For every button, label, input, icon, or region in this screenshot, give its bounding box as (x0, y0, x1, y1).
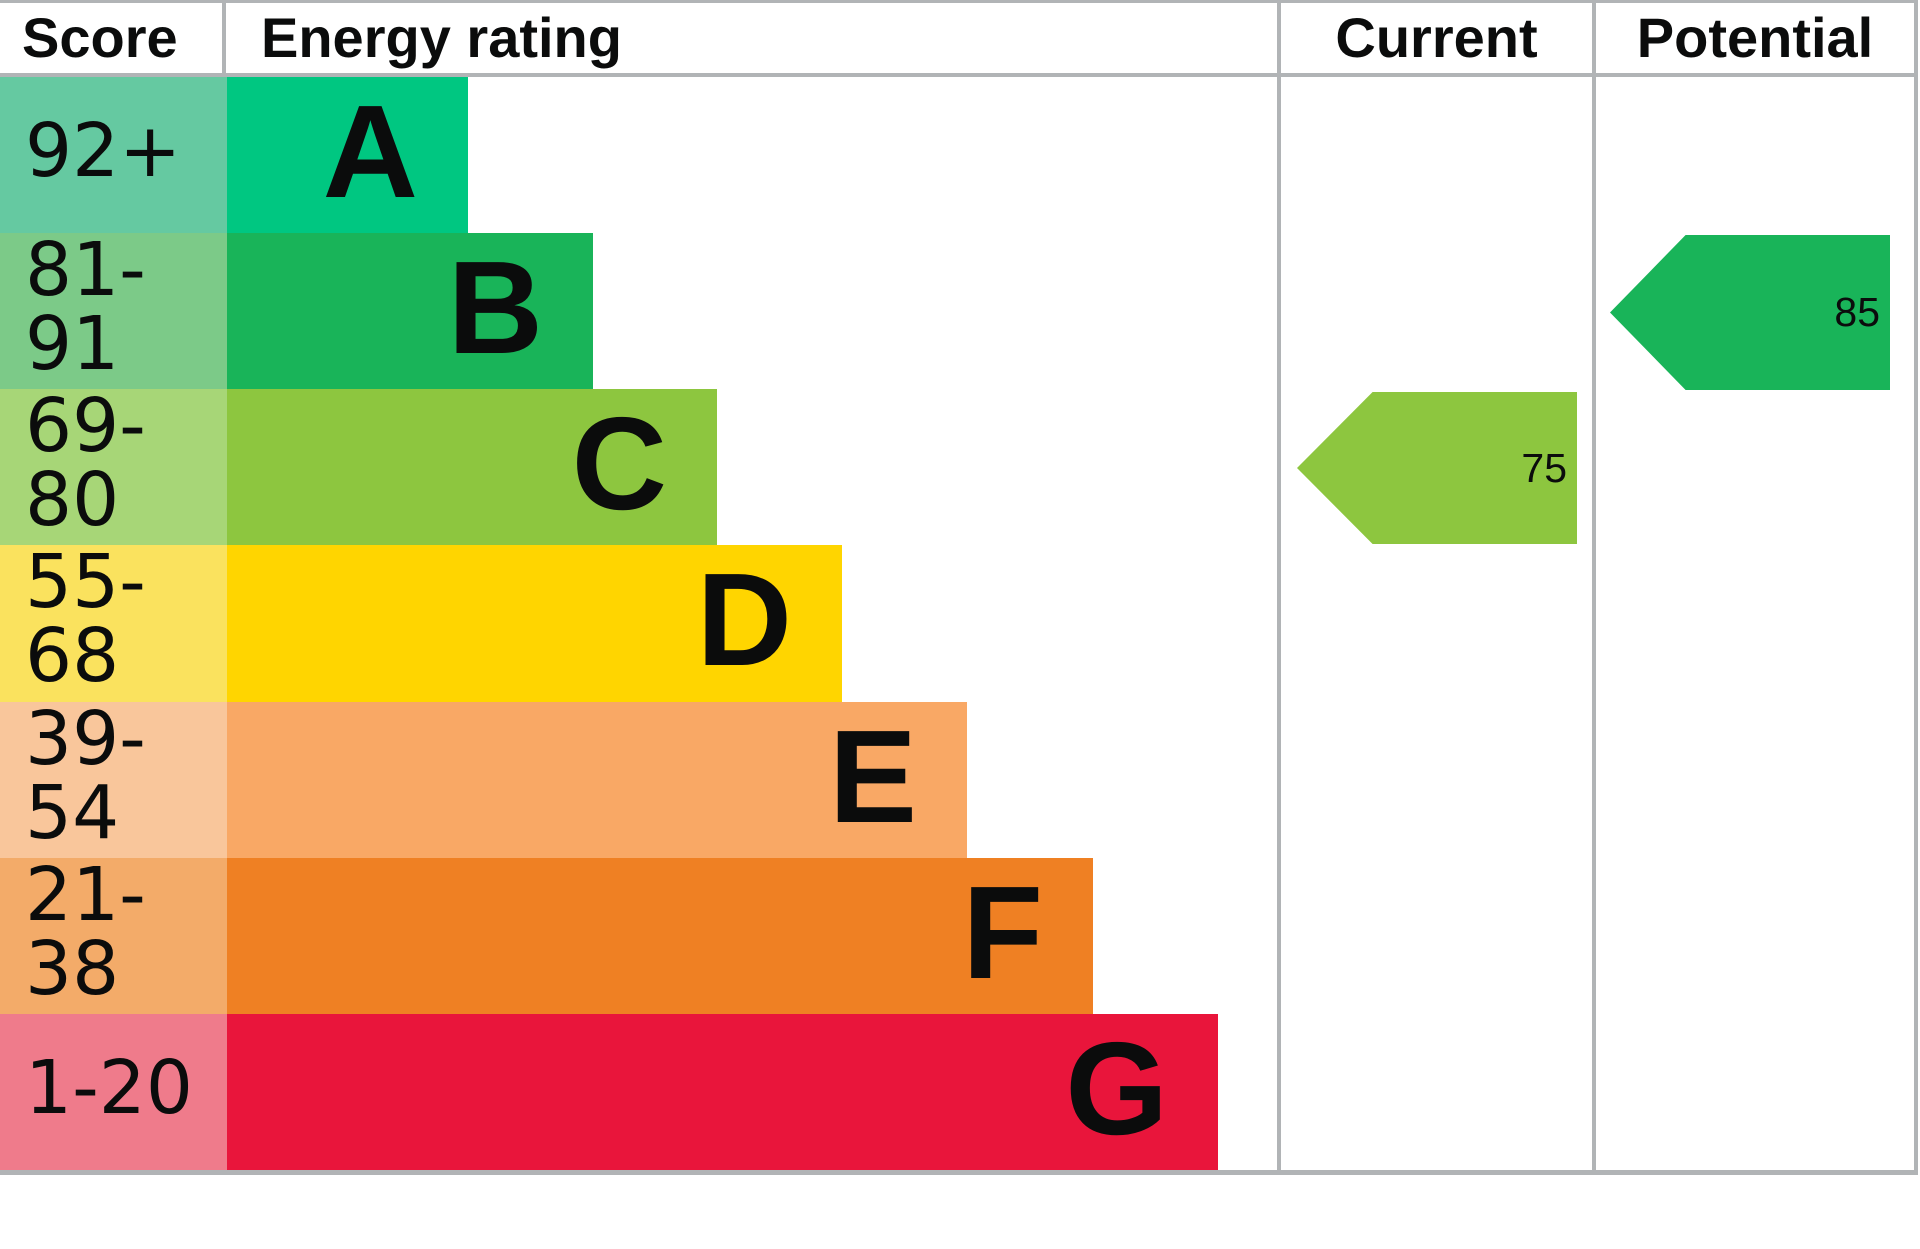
score-range-label: 39-54 (25, 695, 146, 856)
potential-column-header: Potential (1636, 6, 1874, 69)
band-row-a: 92+ A (0, 77, 1914, 234)
score-column-header: Score (22, 6, 178, 69)
band-row-d: 55-68 D (0, 539, 1914, 702)
current-rating-value: 75 (1521, 444, 1567, 491)
rating-bar: A (227, 77, 468, 234)
rating-letter: E (828, 702, 917, 850)
rating-letter: D (696, 546, 792, 694)
score-range-cell: 81-91 (0, 227, 227, 390)
current-column-divider (1277, 0, 1281, 1175)
score-column-divider (222, 0, 226, 77)
rating-bar: B (227, 233, 593, 390)
band-row-b: 81-91 B (0, 227, 1914, 390)
rating-bar: G (227, 1013, 1218, 1170)
band-row-c: 69-80 C (0, 383, 1914, 546)
band-row-g: 1-20 G (0, 1013, 1914, 1170)
rating-bar: D (227, 545, 842, 702)
rating-bar: E (227, 701, 967, 858)
rating-bar: C (227, 389, 717, 546)
score-range-cell: 21-38 (0, 851, 227, 1014)
header-bottom-border (0, 73, 1918, 77)
chart-bottom-border (0, 1170, 1918, 1175)
potential-column-divider (1592, 0, 1596, 1175)
score-range-label: 81-91 (25, 227, 146, 388)
band-row-f: 21-38 F (0, 851, 1914, 1014)
score-range-label: 21-38 (25, 851, 146, 1012)
score-range-label: 55-68 (25, 539, 146, 700)
band-row-e: 39-54 E (0, 695, 1914, 858)
right-border (1914, 0, 1918, 1175)
score-range-cell: 92+ (0, 77, 227, 234)
score-range-cell: 39-54 (0, 695, 227, 858)
band-rows: 92+ A 81-91 B 69-80 C 55-68 D 39-54 E 21… (0, 77, 1914, 1170)
rating-letter: A (322, 78, 418, 226)
score-range-cell: 69-80 (0, 383, 227, 546)
rating-bar: F (227, 857, 1093, 1014)
rating-letter: C (571, 390, 667, 538)
score-range-label: 1-20 (25, 1044, 193, 1131)
rating-letter: B (447, 234, 543, 382)
rating-letter: F (962, 858, 1043, 1006)
rating-letter: G (1065, 1014, 1168, 1162)
score-range-cell: 1-20 (0, 1013, 227, 1170)
potential-rating-value: 85 (1834, 289, 1880, 335)
score-range-label: 92+ (25, 108, 182, 195)
energy-rating-column-header: Energy rating (261, 6, 622, 69)
score-range-cell: 55-68 (0, 539, 227, 702)
current-column-header: Current (1335, 6, 1538, 69)
score-range-label: 69-80 (25, 383, 146, 544)
top-border (0, 0, 1918, 3)
